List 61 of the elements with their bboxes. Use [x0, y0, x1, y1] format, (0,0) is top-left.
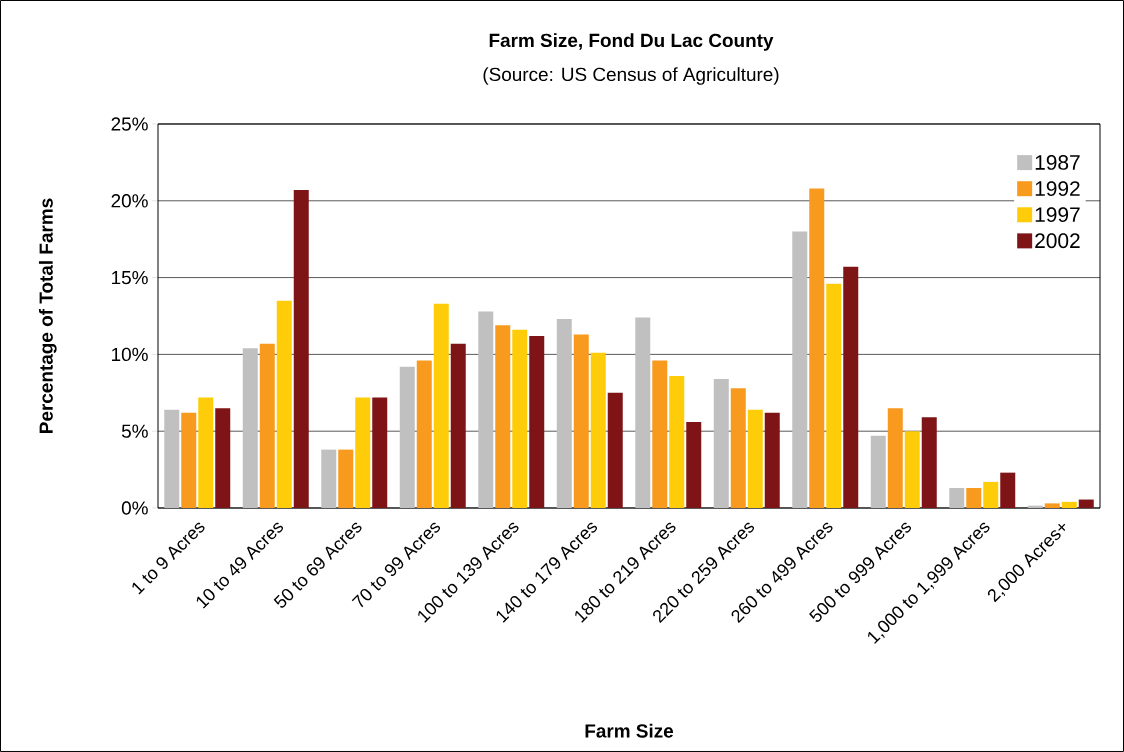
bar — [399, 366, 415, 508]
y-axis-title: Percentage of Total Farms — [38, 198, 57, 433]
bar — [764, 412, 780, 508]
bar — [590, 352, 606, 508]
bar — [607, 392, 623, 508]
chart-subtitle: (Source: US Census of Agriculture) — [483, 67, 779, 85]
y-tick-label: 20% — [111, 194, 148, 208]
bar — [276, 300, 292, 508]
bar — [355, 397, 371, 508]
bar — [198, 397, 214, 508]
bar — [433, 303, 449, 508]
chart-title: Farm Size, Fond Du Lac County — [489, 33, 774, 51]
bar — [1044, 503, 1060, 508]
bar — [826, 283, 842, 508]
bar — [713, 378, 729, 508]
bar — [669, 375, 685, 508]
bar — [512, 329, 528, 508]
bar — [259, 343, 275, 508]
bar — [293, 190, 309, 508]
bar — [635, 317, 651, 508]
bar — [215, 408, 231, 508]
bar — [495, 325, 511, 508]
bar — [904, 431, 920, 508]
bar — [983, 481, 999, 508]
bar — [321, 449, 337, 508]
bar — [450, 343, 466, 508]
bar — [242, 348, 258, 508]
bar — [809, 188, 825, 508]
bar — [949, 488, 965, 508]
bar — [686, 421, 702, 508]
bar — [1078, 499, 1094, 508]
bar — [843, 266, 859, 508]
bar — [887, 408, 903, 508]
bar — [478, 311, 494, 508]
x-axis-title: Farm Size — [585, 723, 674, 738]
bar — [181, 412, 197, 508]
bar — [747, 409, 763, 508]
y-tick-label: 25% — [111, 117, 148, 131]
bar — [966, 488, 982, 508]
y-tick-label: 0% — [121, 501, 148, 515]
y-tick-label: 5% — [121, 424, 148, 438]
legend-label: 2002 — [1035, 233, 1080, 249]
bar — [1061, 501, 1077, 508]
bar — [870, 435, 886, 508]
bar — [921, 417, 937, 508]
bar — [573, 334, 589, 508]
bar — [652, 360, 668, 508]
bar — [416, 360, 432, 508]
bar — [338, 449, 354, 508]
bar — [164, 409, 180, 508]
bar — [529, 335, 545, 508]
legend-label: 1992 — [1035, 181, 1080, 196]
y-tick-label: 15% — [112, 270, 148, 285]
bar — [730, 388, 746, 508]
bar — [372, 397, 388, 508]
legend-label: 1987 — [1035, 155, 1080, 170]
y-tick-label: 10% — [112, 347, 148, 362]
bar — [556, 319, 572, 508]
bar — [792, 231, 808, 508]
legend-label: 1997 — [1035, 207, 1080, 223]
bar — [1000, 472, 1016, 508]
